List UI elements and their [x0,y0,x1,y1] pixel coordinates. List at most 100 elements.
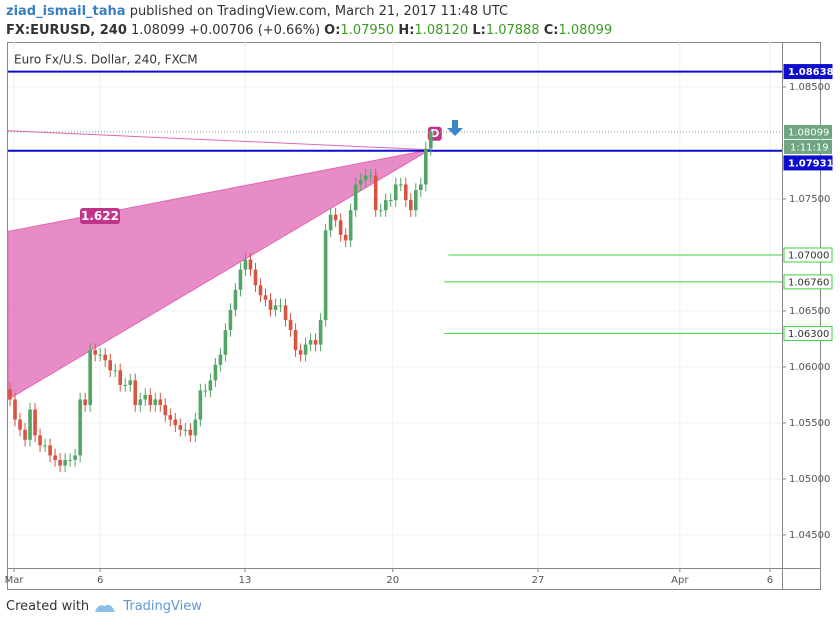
candle-body [158,399,163,406]
c-label: C: [543,23,559,38]
candle-body [358,179,363,185]
last: 1.08099 [131,23,185,38]
quote-line: FX:EURUSD, 240 1.08099 +0.00706 (+0.66%)… [6,21,612,40]
candle-body [363,175,368,180]
last-price-tag [784,124,832,139]
chart-title: Euro Fx/U.S. Dollar, 240, FXCM [14,53,198,67]
y-tick-label: 1.07500 [789,194,830,205]
candle-body [118,370,123,385]
candle-body [383,200,388,211]
candle-body [8,389,12,400]
l-label: L: [472,23,486,38]
y-tick-label: 1.05000 [789,474,830,485]
candle-body [283,305,288,320]
candle-body [193,419,198,436]
candle-body [13,399,17,420]
y-tick-label: 1.04500 [789,530,830,541]
candle-body [368,175,373,177]
candle-body [173,419,178,426]
candle-body [48,445,52,456]
low: 1.07888 [485,23,540,38]
candle-body [138,399,143,406]
x-tick-label: 27 [532,575,545,586]
candle-body [108,360,112,371]
candle-body [373,175,378,211]
brand[interactable]: TradingView [123,599,202,614]
y-tick-label: 1.06000 [789,362,830,373]
candle-body [308,340,313,345]
candle-body [278,305,283,307]
candle-body [183,429,188,431]
header: ziad_ismail_taha published on TradingVie… [6,2,612,40]
x-tick-label: Apr [671,575,689,586]
candle-body [128,380,133,385]
published: published on TradingView.com, March 21, … [129,4,509,19]
x-tick-label: 20 [386,575,399,586]
candle-body [163,405,168,416]
candle-body [388,200,393,202]
level-tag [783,247,833,263]
candle-body [424,148,428,185]
point-label: D [430,127,439,140]
x-tick-label: 6 [767,575,773,586]
x-tick-label: 6 [97,575,103,586]
sell-arrow [447,120,463,136]
candle-body [238,269,243,290]
logo [95,604,116,612]
candle-body [93,350,97,355]
level-tag [783,64,833,80]
candle-body [198,390,203,420]
author[interactable]: ziad_ismail_taha [6,4,126,19]
level-label: 1.07000 [788,250,829,261]
candle-body [408,200,413,211]
candle-body [253,269,258,286]
candle-body [268,299,273,310]
symbol: FX:EURUSD, 240 [6,23,127,38]
o-label: O: [324,23,341,38]
level-label: 1.06300 [788,329,829,340]
y-tick-label: 1.08500 [789,82,830,93]
candle-body [243,259,248,270]
open: 1.07950 [340,23,395,38]
change: +0.00706 (+0.66%) [188,23,321,38]
candle-body [153,399,158,406]
candle-body [18,419,22,430]
candle-body [398,184,403,186]
level-label: 1.08638 [788,67,834,78]
plot: 1.622 D [7,70,782,473]
ratio-badge [80,208,120,224]
candle-body [53,455,57,460]
candle-body [303,344,308,355]
level-label: 1.07931 [788,158,834,169]
candle-body [123,384,128,386]
countdown: 1:11:19 [790,142,829,153]
countdown-tag [784,139,832,154]
high: 1.08120 [414,23,469,38]
candle-body [273,305,278,310]
y-tick-label: 1.06500 [789,306,830,317]
close: 1.08099 [558,23,613,38]
x-tick-label: 13 [239,575,252,586]
candle-body [203,390,208,392]
candle-body [258,285,263,296]
pattern-line [7,130,430,151]
candle-body [223,330,228,355]
candle-body [103,354,107,361]
candle-body [73,455,77,460]
candle-body [43,445,47,447]
candle-body [28,409,32,440]
candle-body [288,319,293,331]
candle-body [378,210,383,212]
candle-body [298,350,303,355]
candle-body [313,340,318,345]
candle-body [23,429,27,440]
candle-body [248,259,253,270]
candle-body [88,350,92,406]
created-with: Created with [6,599,90,614]
x-tick-label: Mar [5,575,25,586]
candle-body [263,295,268,300]
header-line: ziad_ismail_taha published on TradingVie… [6,2,612,21]
candle-body [83,399,87,406]
level-tag [783,325,833,341]
